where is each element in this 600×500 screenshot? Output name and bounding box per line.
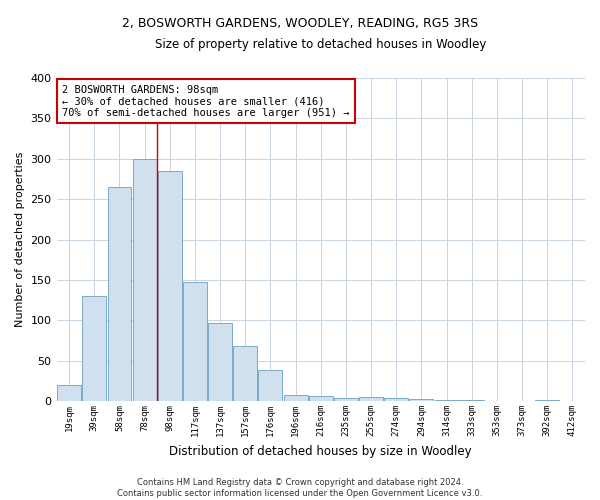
Text: 2 BOSWORTH GARDENS: 98sqm
← 30% of detached houses are smaller (416)
70% of semi: 2 BOSWORTH GARDENS: 98sqm ← 30% of detac… xyxy=(62,84,349,117)
Bar xyxy=(107,187,131,401)
Bar xyxy=(82,296,106,401)
Bar xyxy=(359,397,383,401)
X-axis label: Distribution of detached houses by size in Woodley: Distribution of detached houses by size … xyxy=(169,444,472,458)
Bar xyxy=(133,159,157,401)
Bar xyxy=(158,171,182,401)
Bar xyxy=(208,323,232,401)
Bar xyxy=(535,400,559,401)
Bar xyxy=(284,394,308,401)
Bar xyxy=(233,346,257,401)
Bar xyxy=(385,398,408,401)
Bar xyxy=(57,385,81,401)
Bar xyxy=(309,396,333,401)
Bar xyxy=(460,400,484,401)
Bar xyxy=(334,398,358,401)
Title: Size of property relative to detached houses in Woodley: Size of property relative to detached ho… xyxy=(155,38,487,51)
Y-axis label: Number of detached properties: Number of detached properties xyxy=(15,152,25,328)
Bar xyxy=(259,370,283,401)
Bar xyxy=(434,400,458,401)
Text: 2, BOSWORTH GARDENS, WOODLEY, READING, RG5 3RS: 2, BOSWORTH GARDENS, WOODLEY, READING, R… xyxy=(122,18,478,30)
Text: Contains HM Land Registry data © Crown copyright and database right 2024.
Contai: Contains HM Land Registry data © Crown c… xyxy=(118,478,482,498)
Bar xyxy=(409,398,433,401)
Bar xyxy=(183,282,207,401)
